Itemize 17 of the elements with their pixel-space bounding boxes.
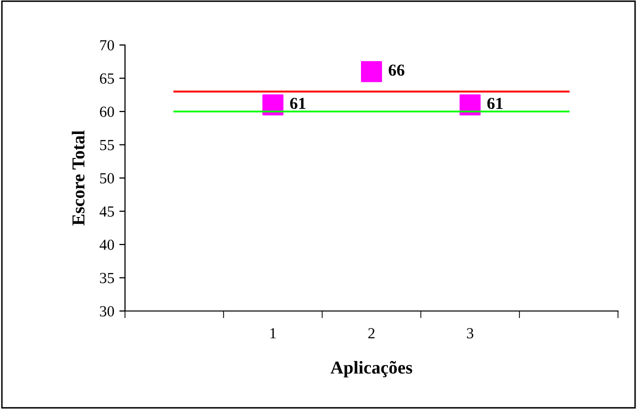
x-axis-title: Aplicações — [330, 360, 412, 378]
x-tick-label: 1 — [270, 328, 276, 338]
y-tick-label: 45 — [100, 206, 114, 217]
y-tick-label: 55 — [100, 140, 114, 150]
y-axis-title: Escore Total — [72, 130, 85, 226]
y-tick-label: 60 — [100, 106, 114, 117]
data-label: 66 — [388, 64, 404, 76]
y-tick-label: 65 — [100, 73, 114, 84]
y-tick-label: 50 — [100, 173, 114, 184]
data-label: 61 — [290, 98, 306, 110]
x-tick-label: 2 — [368, 328, 374, 338]
y-tick-label: 30 — [100, 306, 114, 316]
y-tick-label: 40 — [100, 240, 114, 250]
x-tick-label: 3 — [467, 328, 474, 338]
y-tick-label: 70 — [100, 40, 114, 50]
y-tick-label: 35 — [100, 272, 114, 284]
data-label: 61 — [487, 98, 503, 110]
